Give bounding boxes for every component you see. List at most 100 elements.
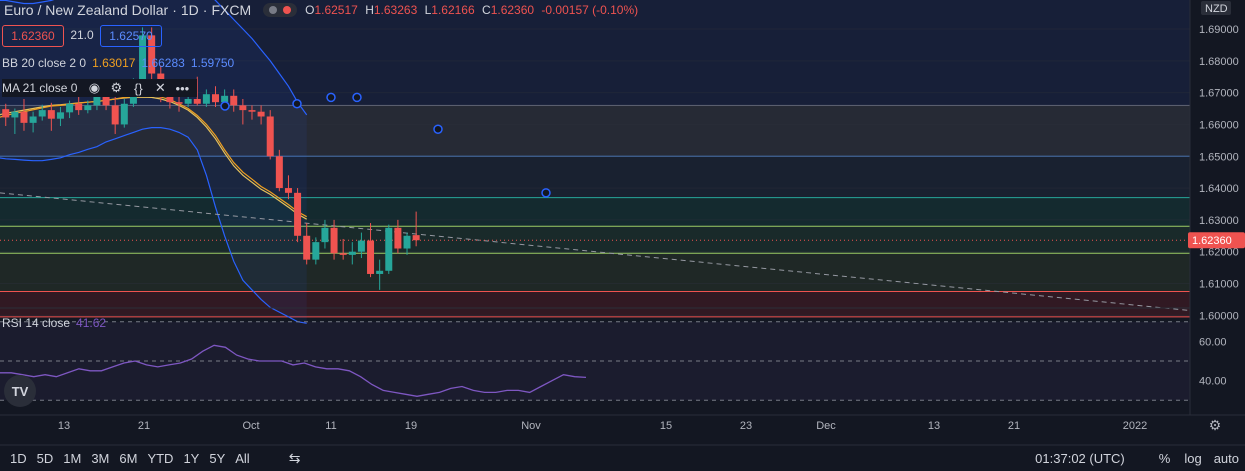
upper-region <box>0 0 1190 106</box>
bb-lower-line <box>0 127 307 324</box>
timeframe-1d[interactable]: 1D <box>10 450 27 466</box>
sell-price-box[interactable]: 1.62360 <box>2 25 64 47</box>
time-tick-label: 15 <box>660 420 672 432</box>
timeframe-6m[interactable]: 6M <box>119 450 138 466</box>
timeframe-1m[interactable]: 1M <box>63 450 82 466</box>
price-tick-label: 1.61000 <box>1199 279 1239 291</box>
timeframe-all[interactable]: All <box>235 450 250 466</box>
candle-body <box>102 95 110 106</box>
rsi-pane <box>0 307 1245 401</box>
candle-body <box>84 105 92 111</box>
candle-body <box>257 111 265 117</box>
ma-marker[interactable] <box>326 92 336 103</box>
tradingview-logo-icon[interactable]: TV <box>4 375 36 407</box>
candle-body <box>120 103 128 125</box>
axes: 1.69000 1.68000 1.67000 1.66000 1.65000 1.640… <box>0 0 1245 446</box>
bb-upper-line <box>0 0 308 116</box>
currency-selector[interactable] <box>1201 1 1231 15</box>
percent-toggle[interactable]: % <box>1158 450 1171 466</box>
source-code-icon[interactable]: {} <box>134 80 143 96</box>
timeframe-1y[interactable]: 1Y <box>183 450 200 466</box>
last-price-label: 1.62360 <box>1192 235 1232 247</box>
price-tick-label: 1.64000 <box>1199 183 1239 195</box>
price-tick-label: 1.69000 <box>1199 24 1239 36</box>
buy-price-box[interactable]: 1.62570 <box>100 25 162 47</box>
ma-marker[interactable] <box>541 188 551 198</box>
trendline <box>0 192 1191 312</box>
log-toggle[interactable]: log <box>1184 450 1202 466</box>
separator-dot: · <box>172 2 177 18</box>
ma-marker[interactable] <box>292 99 302 109</box>
auto-toggle[interactable]: auto <box>1213 450 1239 466</box>
timeframe-5y[interactable]: 5Y <box>209 450 226 466</box>
timeframe-5d[interactable]: 5D <box>36 450 54 466</box>
price-tick-label: 1.65000 <box>1199 151 1239 163</box>
price-zone <box>0 197 1190 227</box>
spread-label: 21.0 <box>70 28 94 42</box>
price-zone <box>0 291 1190 317</box>
ma-markers <box>220 92 551 198</box>
timeframe-ytd[interactable]: YTD <box>147 450 174 466</box>
rsi-legend[interactable]: RSI 14 close 41.62 <box>2 316 107 330</box>
candle-body <box>248 110 256 112</box>
candle-body <box>294 192 302 236</box>
candle-body <box>193 98 201 104</box>
status-dot-icon <box>283 6 292 14</box>
candle-body <box>56 112 64 119</box>
price-zone <box>0 105 1190 157</box>
candle-body <box>321 227 329 243</box>
ma-marker[interactable] <box>220 101 230 111</box>
rsi-tick-label: 40.00 <box>1199 376 1227 388</box>
time-tick-label: Dec <box>816 420 836 432</box>
symbol-title[interactable]: Euro / New Zealand Dollar <box>4 2 169 18</box>
candles <box>0 27 420 290</box>
settings-gear-icon[interactable]: ⚙ <box>1209 417 1222 433</box>
ohlc-values: O1.62517 H1.63263 L1.62166 C1.62360 -0.0… <box>305 3 639 17</box>
candle-body <box>266 116 274 157</box>
grid-lines <box>0 28 1190 316</box>
candle-body <box>47 110 55 119</box>
currency-label[interactable]: NZD <box>1205 3 1228 15</box>
candle-body <box>385 227 393 271</box>
time-tick-label: 13 <box>58 420 70 432</box>
last-price-badge <box>1188 232 1245 249</box>
price-zone <box>0 253 1190 292</box>
time-tick-label: 19 <box>405 420 417 432</box>
candle-body <box>93 95 101 106</box>
separator-dot: · <box>202 2 208 18</box>
candle-body <box>348 251 356 255</box>
candle-body <box>11 111 19 118</box>
timeframe-3m[interactable]: 3M <box>91 450 110 466</box>
bb-legend[interactable]: BB 20 close 2 0 1.63017 1.66283 1.59750 <box>2 56 235 70</box>
candle-body <box>20 111 28 123</box>
rsi-line <box>0 344 587 397</box>
ma-legend[interactable]: MA 21 close 0 ◉ ⚙ {} ✕ ••• <box>2 79 198 97</box>
exchange-label: FXCM <box>211 2 252 18</box>
candle-body <box>202 94 210 104</box>
ma-marker[interactable] <box>433 124 443 134</box>
status-dot-icon <box>269 6 278 14</box>
price-zone <box>0 156 1190 198</box>
candle-body <box>312 242 320 260</box>
market-status-toggle[interactable] <box>263 3 298 17</box>
timeframe-label[interactable]: 1D <box>180 2 199 18</box>
candle-body <box>184 98 192 104</box>
price-tick-label: 1.66000 <box>1199 119 1239 131</box>
bottom-toolbar: 1D 5D 1M 3M 6M YTD 1Y 5Y All ⇆ 01:37:02 … <box>0 445 1245 471</box>
price-tick-label: 1.62000 <box>1199 247 1239 259</box>
date-range-icon[interactable]: ⇆ <box>288 449 301 466</box>
gear-icon[interactable]: ⚙ <box>110 80 123 95</box>
utc-clock[interactable]: 01:37:02 (UTC) <box>1035 450 1125 466</box>
candle-body <box>38 110 46 117</box>
candle-body <box>394 227 402 249</box>
ma-marker[interactable] <box>352 92 362 103</box>
close-icon[interactable]: ✕ <box>154 80 166 95</box>
time-tick-label: 11 <box>325 420 336 432</box>
time-tick-label: Oct <box>242 420 259 432</box>
eye-icon[interactable]: ◉ <box>88 80 101 95</box>
more-icon[interactable]: ••• <box>175 80 190 96</box>
candle-body <box>29 116 37 123</box>
candle-body <box>66 103 74 113</box>
